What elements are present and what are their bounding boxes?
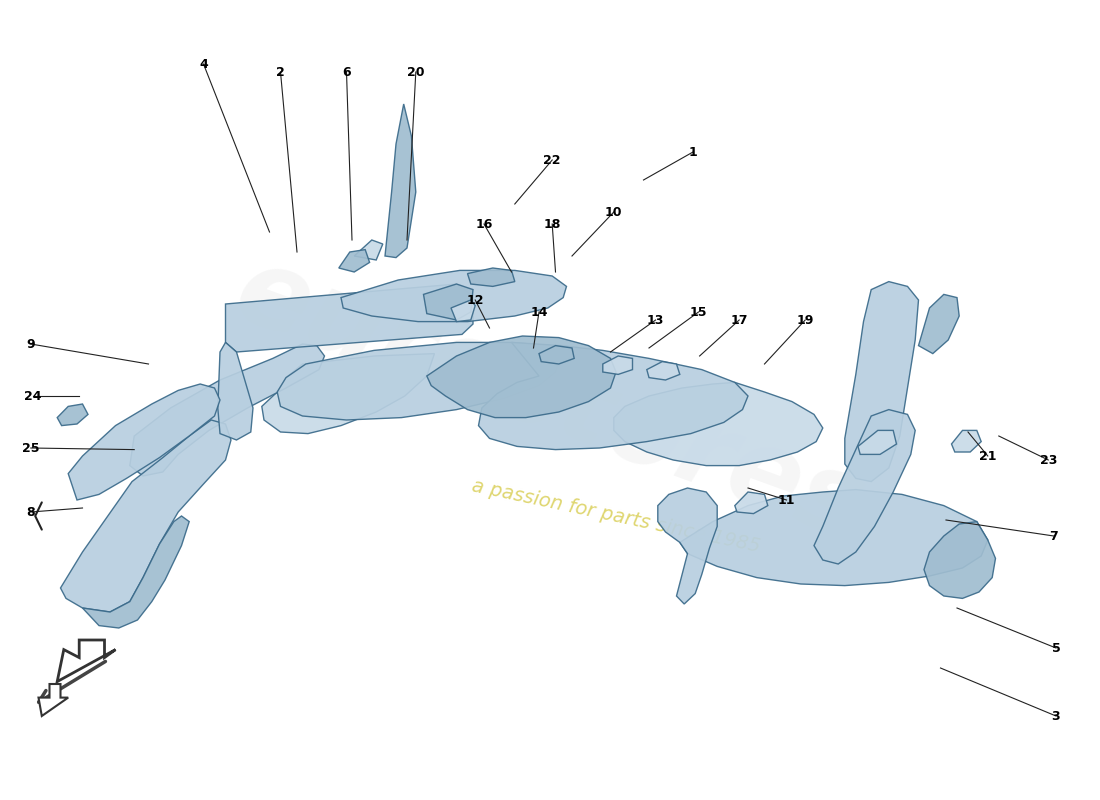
Polygon shape [451, 300, 475, 322]
Text: 16: 16 [475, 218, 493, 230]
Text: 18: 18 [543, 218, 561, 230]
Polygon shape [814, 410, 915, 564]
Polygon shape [614, 382, 823, 466]
Polygon shape [60, 420, 231, 612]
Text: 3: 3 [1052, 710, 1060, 722]
Polygon shape [57, 640, 116, 682]
Text: 11: 11 [778, 494, 795, 506]
Text: 22: 22 [543, 154, 561, 166]
Polygon shape [68, 384, 220, 500]
Text: 21: 21 [979, 450, 997, 462]
Text: 17: 17 [730, 314, 748, 326]
Polygon shape [39, 684, 68, 716]
Polygon shape [952, 430, 981, 452]
Polygon shape [130, 344, 324, 476]
Polygon shape [539, 346, 574, 364]
Polygon shape [735, 492, 768, 514]
Polygon shape [226, 284, 473, 352]
Polygon shape [339, 250, 370, 272]
Polygon shape [427, 336, 616, 418]
Text: 12: 12 [466, 294, 484, 306]
Text: 5: 5 [1052, 642, 1060, 654]
Polygon shape [218, 342, 253, 440]
Text: 7: 7 [1049, 530, 1058, 542]
Polygon shape [647, 362, 680, 380]
Polygon shape [918, 294, 959, 354]
Polygon shape [858, 430, 896, 454]
Text: 19: 19 [796, 314, 814, 326]
Text: a passion for parts since 1985: a passion for parts since 1985 [470, 476, 762, 556]
Polygon shape [468, 268, 515, 286]
Polygon shape [603, 356, 632, 374]
Polygon shape [277, 342, 561, 420]
Text: 1: 1 [689, 146, 697, 158]
Text: 23: 23 [1040, 454, 1057, 466]
Text: 14: 14 [530, 306, 548, 318]
Text: 20: 20 [407, 66, 425, 78]
Polygon shape [478, 342, 748, 450]
Text: 2: 2 [276, 66, 285, 78]
Polygon shape [354, 240, 383, 260]
Text: 6: 6 [342, 66, 351, 78]
Polygon shape [845, 282, 918, 482]
Polygon shape [385, 104, 416, 258]
Text: 9: 9 [26, 338, 35, 350]
Text: 10: 10 [605, 206, 623, 218]
Text: 24: 24 [24, 390, 42, 402]
Text: 15: 15 [690, 306, 707, 318]
Text: 13: 13 [647, 314, 664, 326]
Polygon shape [262, 354, 435, 434]
Polygon shape [82, 516, 189, 628]
Text: eurostores: eurostores [221, 237, 879, 563]
Polygon shape [341, 270, 566, 322]
Text: 8: 8 [26, 506, 35, 518]
Polygon shape [424, 284, 473, 320]
Polygon shape [57, 404, 88, 426]
Text: 25: 25 [22, 442, 40, 454]
Polygon shape [658, 488, 717, 604]
Polygon shape [680, 490, 988, 586]
Text: 4: 4 [199, 58, 208, 70]
Polygon shape [924, 522, 996, 598]
